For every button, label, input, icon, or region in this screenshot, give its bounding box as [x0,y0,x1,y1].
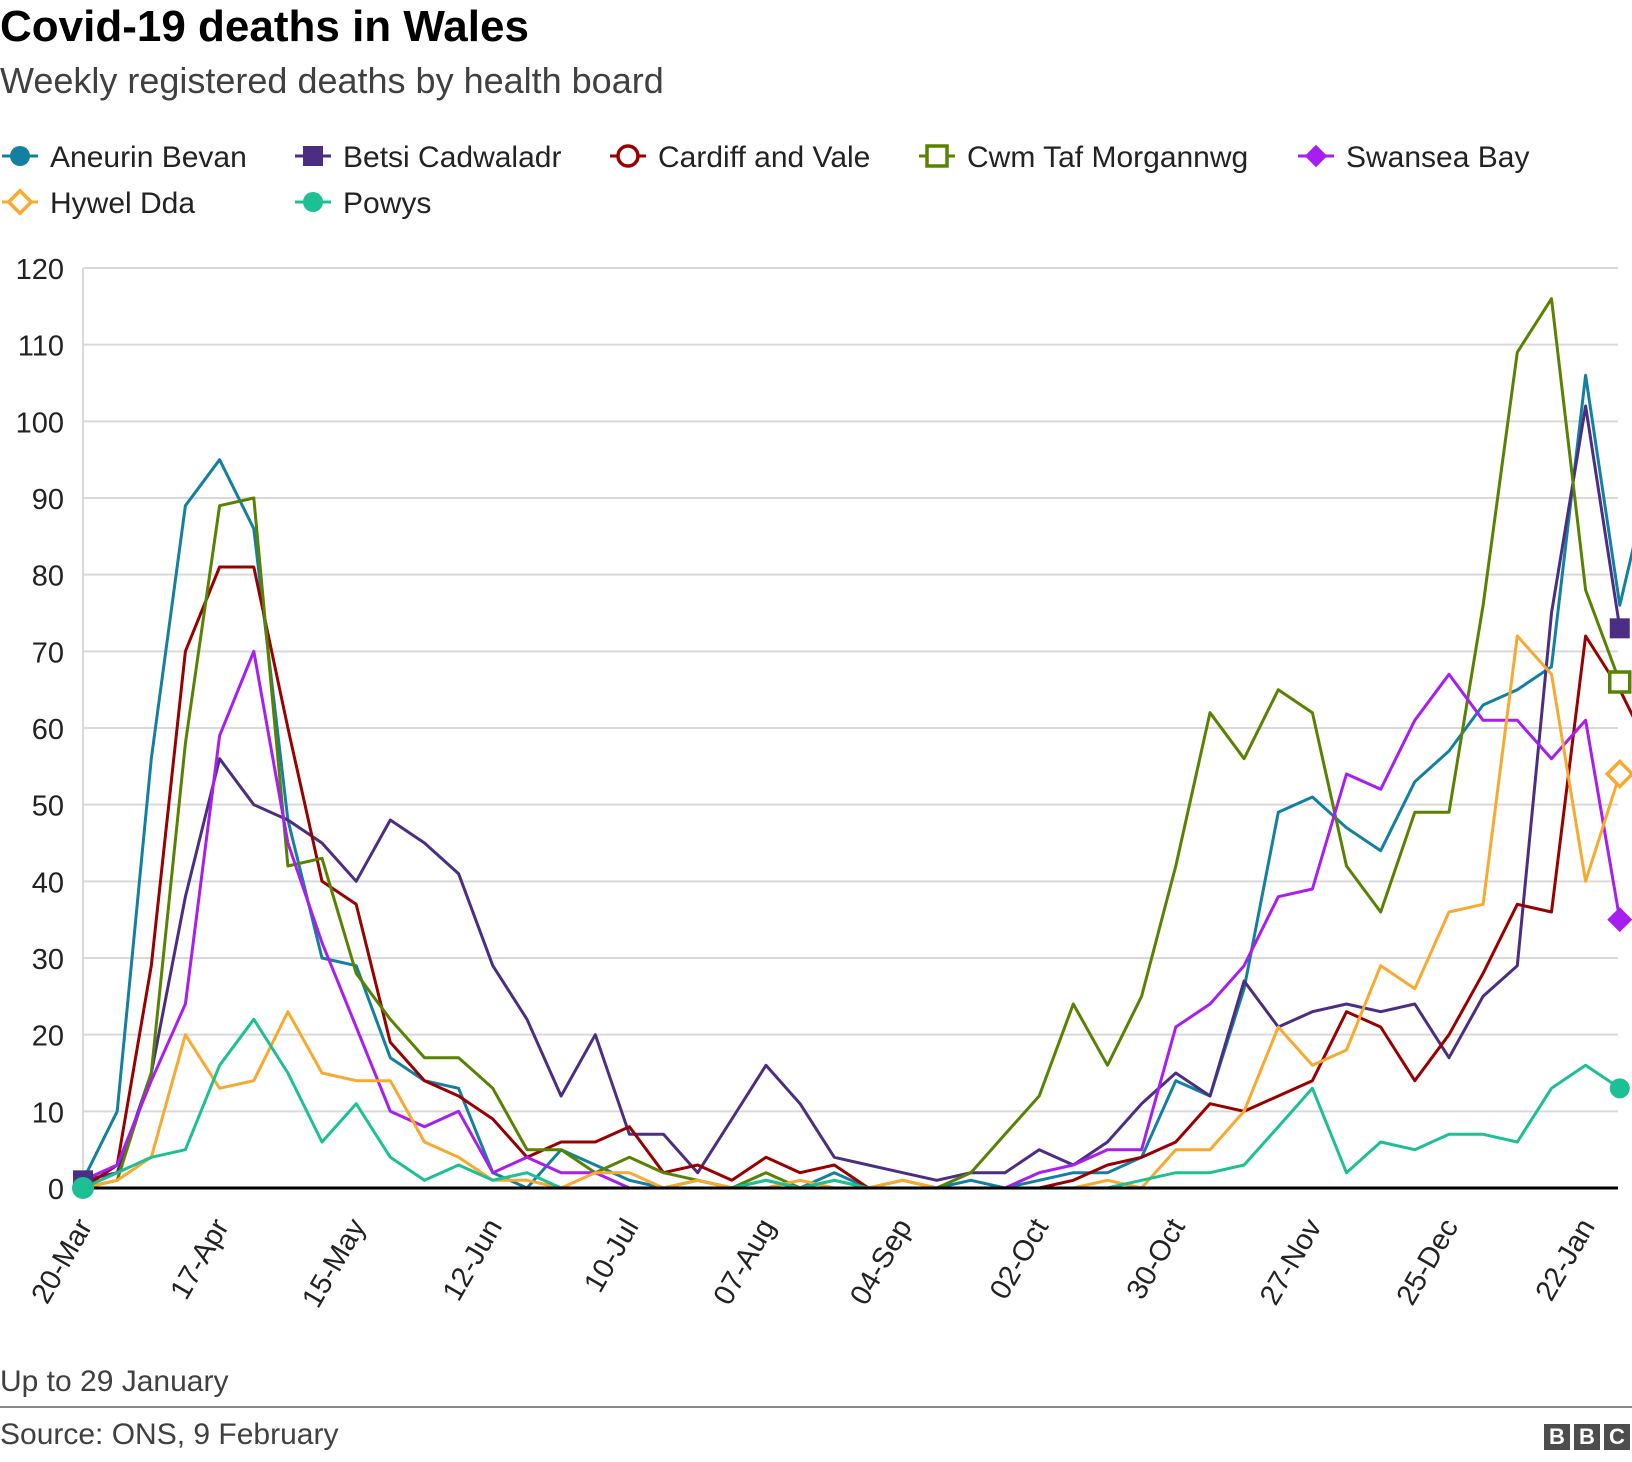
x-tick-label: 17-Apr [164,1213,235,1305]
bbc-logo-letter: B [1574,1424,1600,1450]
series-end-marker [1607,907,1632,933]
y-tick-label: 10 [32,1097,64,1129]
legend-item: Betsi Cadwaladr [295,141,561,174]
y-tick-label: 120 [16,254,64,286]
x-tick-label: 22-Jan [1530,1214,1602,1307]
series-line [82,404,1622,1182]
legend-marker [303,192,323,212]
legend-label: Betsi Cadwaladr [343,141,561,174]
series-end-marker [1608,670,1632,694]
y-tick-label: 30 [32,944,64,976]
y-tick-label: 20 [32,1021,64,1053]
legend-label: Aneurin Bevan [50,141,247,174]
legend-label: Hywel Dda [50,187,195,220]
x-tick-label: 04-Sep [844,1214,918,1311]
series-line [82,565,1632,1190]
series-line [82,1017,1621,1190]
legend-item: Cardiff and Vale [610,141,870,174]
bbc-logo-letter: B [1544,1424,1570,1450]
series-line [82,634,1622,1190]
chart-subtitle: Weekly registered deaths by health board [0,60,664,101]
y-tick-label: 90 [32,484,64,516]
line-chart: 0 10 20 30 40 50 60 70 80 90 100 110 120 20-Mar 17-Apr… [2,141,1632,1313]
footer-divider [0,1406,1632,1408]
legend-label: Swansea Bay [1346,141,1529,174]
chart-title: Covid-19 deaths in Wales [0,2,529,51]
series-end-marker [1609,1078,1630,1099]
legend-marker [1304,144,1328,168]
legend-label: Cwm Taf Morgannwg [967,141,1248,174]
legend-item: Powys [295,187,431,220]
legend-marker [303,146,323,166]
bbc-logo-letter: C [1604,1424,1630,1450]
legend-marker [925,144,949,168]
source-text: Source: ONS, 9 February [0,1418,339,1451]
y-tick-label: 50 [32,791,64,823]
y-tick-label: 80 [32,561,64,593]
legend-label: Powys [343,187,431,220]
y-tick-label: 60 [32,714,64,746]
x-tick-label: 25-Dec [1391,1214,1465,1311]
y-tick-label: 70 [32,637,64,669]
series-end-marker [1609,618,1630,639]
x-tick-label: 02-Oct [984,1214,1055,1305]
y-tick-label: 110 [18,331,64,363]
legend-item: Swansea Bay [1298,141,1529,174]
legend-marker [616,144,640,168]
legend-item: Cwm Taf Morgannwg [919,141,1248,174]
legend-marker [10,146,30,166]
legend-marker [6,188,34,216]
legend-label: Cardiff and Vale [658,141,870,174]
series-line [82,297,1622,1190]
series-line [82,649,1622,1190]
x-tick-label: 27-Nov [1254,1213,1329,1310]
chart-note: Up to 29 January [0,1365,229,1398]
x-tick-label: 15-May [296,1213,372,1313]
x-tick-label: 10-Jul [578,1214,645,1298]
y-tick-label: 40 [32,867,64,899]
x-tick-label: 12-Jun [437,1214,509,1307]
x-tick-label: 20-Mar [25,1213,99,1309]
series-end-marker [1604,759,1632,789]
series-start-marker [72,1177,94,1199]
legend-item: Aneurin Bevan [2,141,247,174]
y-tick-label: 100 [16,407,64,439]
x-tick-label: 07-Aug [708,1214,782,1311]
bbc-logo: B B C [1544,1424,1630,1450]
y-tick-label: 0 [48,1174,64,1206]
x-tick-label: 30-Oct [1121,1214,1192,1305]
legend-item: Hywel Dda [2,187,195,220]
